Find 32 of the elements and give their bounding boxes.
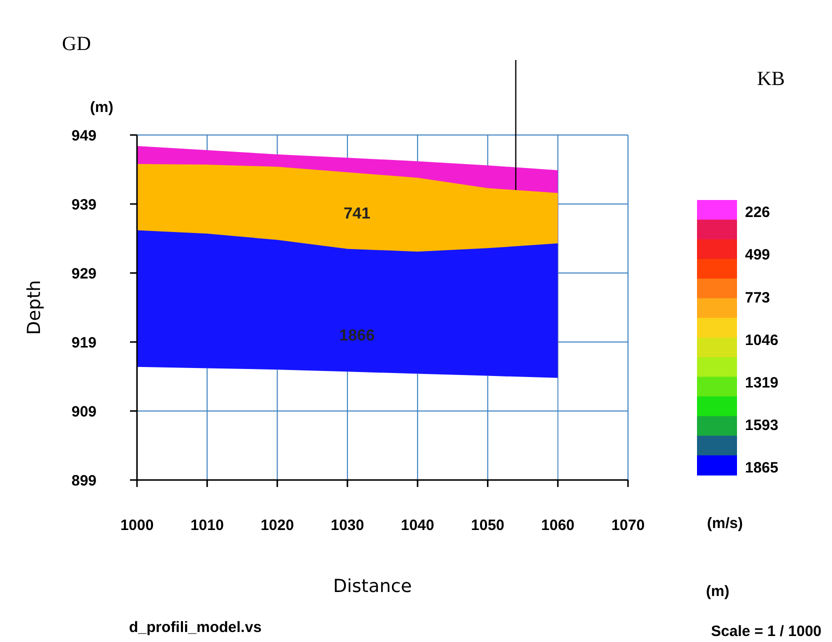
x-tick-label: 1070 (611, 517, 645, 534)
text: Scale = 1 / 1000 (711, 623, 822, 640)
x-tick-label: 1000 (120, 517, 154, 534)
color-bar-label: 1593 (745, 416, 778, 434)
text: GD (62, 33, 91, 55)
text: d_profili_model.vs (129, 619, 262, 636)
text: KB (757, 68, 785, 90)
color-bar-label: 499 (745, 246, 770, 264)
y-tick-label: 909 (71, 403, 97, 420)
x-tick-label: 1060 (541, 517, 575, 534)
color-bar-label: 226 (745, 204, 770, 222)
x-tick-label: 1040 (400, 517, 434, 534)
y-tick-label: 929 (71, 265, 97, 282)
color-bar-title: (m/s) (707, 515, 743, 532)
y-tick-label: 919 (71, 334, 97, 352)
color-bar-label: 1319 (745, 374, 778, 392)
annotation: 741 (344, 206, 370, 223)
x-axis-title: Distance (333, 576, 412, 597)
color-bar-label: 773 (745, 289, 770, 306)
y-tick-label: 899 (71, 472, 97, 490)
x-tick-label: 1010 (190, 517, 224, 534)
text: (m) (90, 99, 114, 116)
x-tick-label: 1030 (330, 517, 364, 534)
y-axis-title: Depth (24, 280, 45, 335)
x-tick-label: 1050 (471, 517, 504, 534)
color-bar-label: 1046 (745, 332, 778, 349)
y-tick-label: 949 (71, 127, 97, 144)
y-tick-label: 939 (71, 196, 97, 214)
color-bar-label: 1865 (745, 459, 778, 476)
annotation: 1866 (339, 328, 375, 345)
text: (m) (706, 583, 730, 600)
x-tick-label: 1020 (260, 517, 294, 534)
